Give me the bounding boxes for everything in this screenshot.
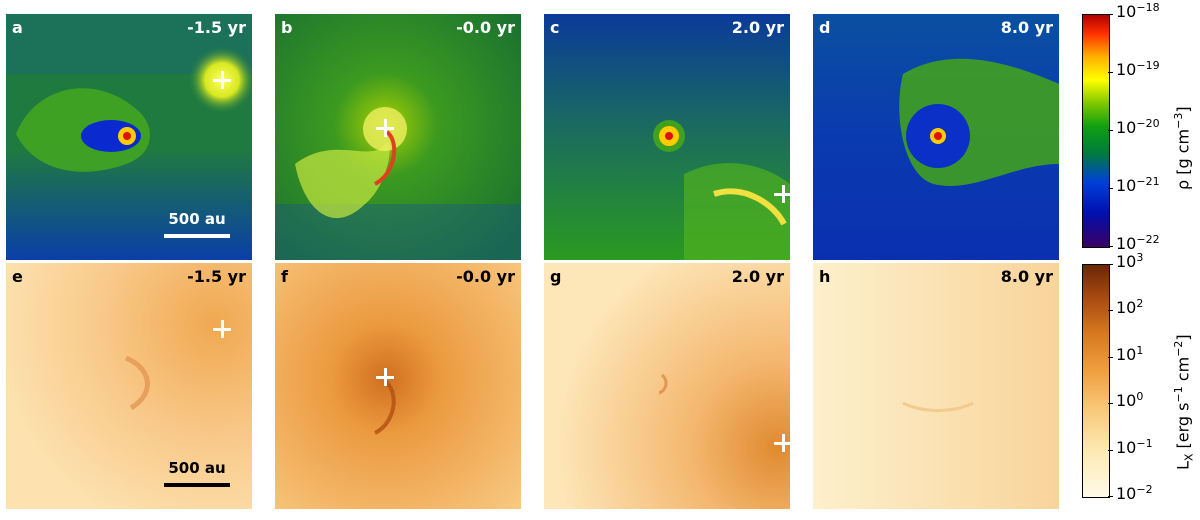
xray-colorbar-label: LX [erg s−1 cm−2] [1172,334,1196,470]
density-panel-d: d 8.0 yr [813,14,1059,260]
plus-icon [376,119,394,137]
panel-letter: e [12,267,23,286]
xray-panel-h: h 8.0 yr [813,263,1059,509]
time-label: -1.5 yr [187,267,246,286]
xray-tick: 10−2 [1116,483,1153,503]
density-panel-b: b -0.0 yr [275,14,521,260]
panel-letter: c [550,18,560,37]
scale-bar-label: 500 au [168,459,226,477]
density-tick: 10−21 [1116,175,1160,195]
xray-map [813,263,1059,509]
xray-tick: 101 [1116,344,1144,364]
plus-icon [774,434,790,452]
panel-letter: f [281,267,288,286]
time-label: 8.0 yr [1000,267,1053,286]
xray-panel-e: e -1.5 yr 500 au [6,263,252,509]
scale-bar [164,483,230,487]
time-label: -1.5 yr [187,18,246,37]
scale-bar-label: 500 au [168,210,226,228]
time-label: 2.0 yr [731,267,784,286]
xray-panel-f: f -0.0 yr [275,263,521,509]
xray-map [6,263,252,509]
time-label: 8.0 yr [1000,18,1053,37]
density-colorbar [1082,14,1110,248]
xray-tick: 103 [1116,251,1144,271]
scale-bar [164,234,230,238]
time-label: 2.0 yr [731,18,784,37]
density-tick: 10−22 [1116,233,1160,253]
density-panel-a: a -1.5 yr 500 au [6,14,252,260]
density-colorbar-label: ρ [g cm−3] [1172,106,1193,190]
density-tick: 10−19 [1116,59,1160,79]
xray-map [544,263,790,509]
xray-panel-g: g 2.0 yr [544,263,790,509]
plus-icon [213,71,231,89]
xray-tick: 10−1 [1116,437,1153,457]
density-map [275,14,521,260]
time-label: -0.0 yr [456,267,515,286]
xray-tick: 102 [1116,297,1144,317]
panel-letter: h [819,267,831,286]
density-tick: 10−20 [1116,117,1160,137]
density-map [6,14,252,260]
xray-map [275,263,521,509]
time-label: -0.0 yr [456,18,515,37]
xray-colorbar [1082,264,1110,498]
panel-letter: g [550,267,562,286]
density-map [544,14,790,260]
density-panel-c: c 2.0 yr [544,14,790,260]
density-tick: 10−18 [1116,1,1160,21]
plus-icon [774,185,790,203]
plus-icon [376,368,394,386]
panel-letter: d [819,18,831,37]
panel-letter: b [281,18,293,37]
xray-tick: 100 [1116,390,1144,410]
plus-icon [213,320,231,338]
density-map [813,14,1059,260]
panel-letter: a [12,18,23,37]
